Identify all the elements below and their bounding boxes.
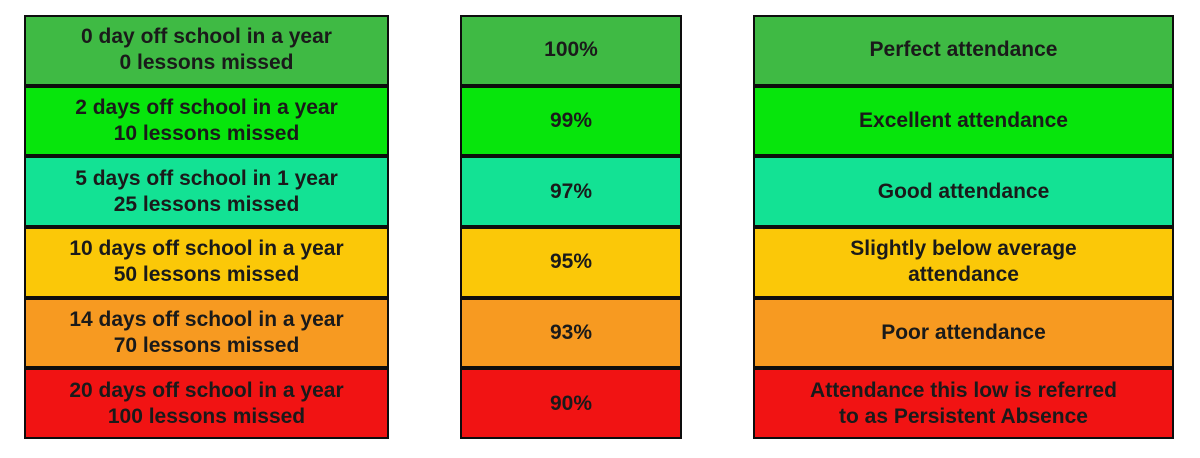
days-cell-row1: 0 day off school in a year 0 lessons mis…	[24, 15, 389, 86]
description-line-1: Poor attendance	[881, 321, 1046, 345]
days-line-1: 10 days off school in a year	[69, 237, 344, 261]
description-line-1: Excellent attendance	[859, 109, 1068, 132]
days-line-1: 14 days off school in a year	[69, 308, 344, 332]
percent-cell-row2: 99%	[460, 85, 682, 157]
percent-value: 99%	[549, 109, 593, 132]
description-line-2: to as Persistent Absence	[839, 404, 1088, 428]
days-cell-row6: 20 days off school in a year 100 lessons…	[24, 368, 389, 440]
description-cell-row1: Perfect attendance	[753, 15, 1174, 86]
percent-cell-row4: 95%	[460, 227, 682, 298]
description-column: Perfect attendance Excellent attendance …	[753, 15, 1174, 440]
description-cell-row5: Poor attendance	[753, 297, 1174, 369]
description-line-1: Slightly below average	[850, 237, 1077, 261]
days-line-1: 5 days off school in 1 year	[75, 166, 338, 190]
percent-value: 95%	[549, 250, 593, 274]
description-cell-row4: Slightly below average attendance	[753, 227, 1174, 298]
days-line-2: 25 lessons missed	[113, 192, 300, 216]
days-line-1: 0 day off school in a year	[81, 25, 332, 49]
percent-cell-row6: 90%	[460, 368, 682, 440]
description-line-1: Attendance this low is referred	[810, 378, 1117, 402]
days-cell-row2: 2 days off school in a year 10 lessons m…	[24, 85, 389, 157]
days-line-2: 10 lessons missed	[113, 122, 300, 145]
percent-value: 90%	[549, 391, 593, 415]
percent-value: 97%	[549, 179, 593, 203]
description-cell-row2: Excellent attendance	[753, 85, 1174, 157]
description-cell-row6: Attendance this low is referred to as Pe…	[753, 368, 1174, 440]
days-line-2: 100 lessons missed	[107, 404, 306, 428]
description-line-2: attendance	[908, 263, 1019, 287]
days-line-2: 70 lessons missed	[113, 334, 300, 358]
description-cell-row3: Good attendance	[753, 156, 1174, 228]
percent-value: 100%	[544, 38, 598, 62]
percent-cell-row1: 100%	[460, 15, 682, 86]
description-line-1: Good attendance	[877, 179, 1050, 203]
percent-cell-row5: 93%	[460, 297, 682, 369]
days-column: 0 day off school in a year 0 lessons mis…	[24, 15, 389, 440]
days-cell-row3: 5 days off school in 1 year 25 lessons m…	[24, 156, 389, 228]
days-line-2: 50 lessons missed	[113, 263, 300, 287]
days-line-1: 2 days off school in a year	[75, 96, 338, 119]
days-line-1: 20 days off school in a year	[69, 378, 344, 402]
days-cell-row5: 14 days off school in a year 70 lessons …	[24, 297, 389, 369]
percent-value: 93%	[549, 321, 593, 345]
days-cell-row4: 10 days off school in a year 50 lessons …	[24, 227, 389, 298]
percent-column: 100% 99% 97% 95% 93% 90%	[460, 15, 682, 440]
percent-cell-row3: 97%	[460, 156, 682, 228]
days-line-2: 0 lessons missed	[119, 51, 294, 75]
description-line-1: Perfect attendance	[869, 38, 1058, 62]
